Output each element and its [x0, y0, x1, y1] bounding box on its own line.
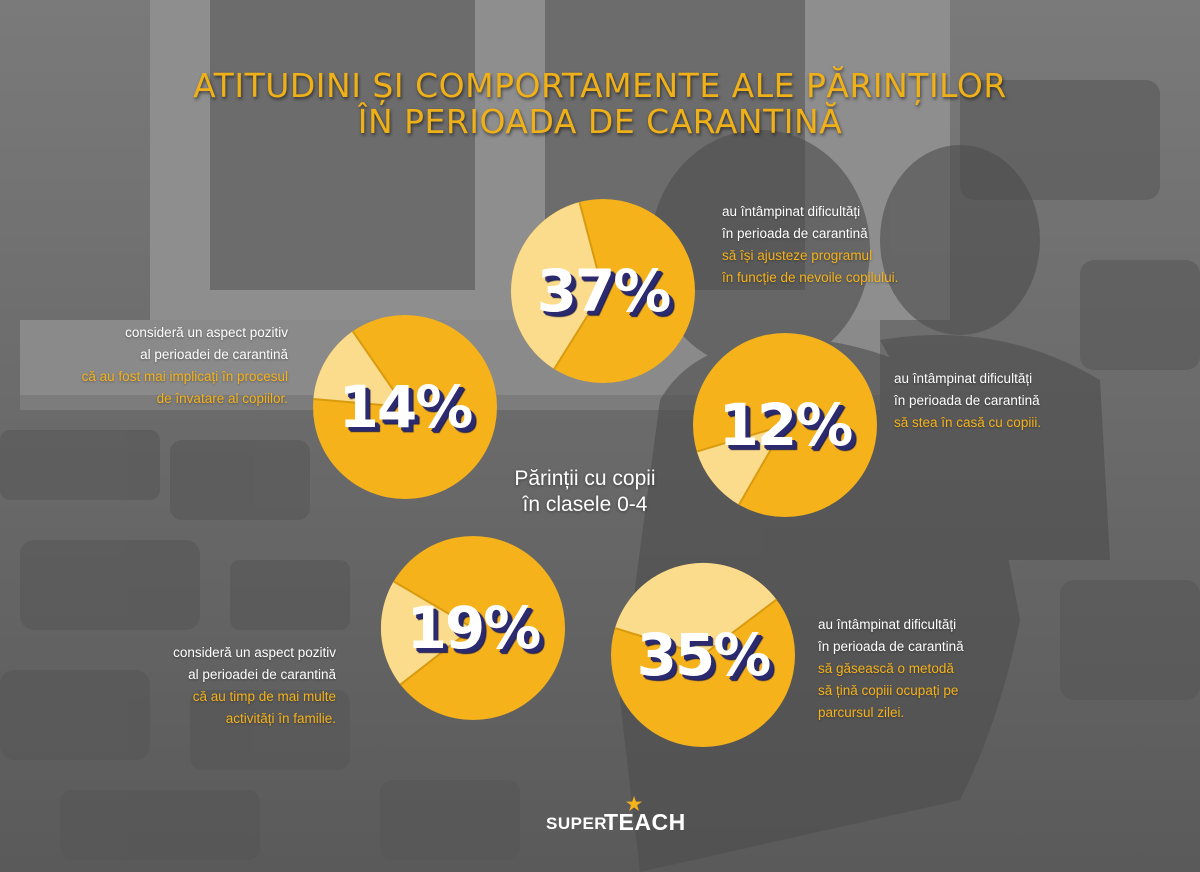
pie-chart-19 [380, 536, 565, 720]
blurb-line: au întâmpinat dificultăți [894, 371, 1033, 386]
blurb-line: în perioada de carantină [894, 393, 1040, 408]
stat-circle-35: 35% [608, 560, 798, 750]
pie-slice-12 [696, 425, 785, 505]
star-icon: ★ [626, 794, 643, 814]
pie-chart-12 [693, 333, 877, 517]
blurb-line: în perioada de carantină [722, 226, 868, 241]
superteach-logo: SUPER TEACH ★ [540, 794, 685, 840]
blurb-37: au întâmpinat dificultăți în perioada de… [722, 201, 898, 289]
center-label-line1: Părinții cu copii [514, 467, 656, 490]
blurb-line: în perioada de carantină [818, 639, 964, 654]
pie-slice-edge [553, 201, 605, 370]
stat-circle-37: 37% [508, 196, 698, 386]
percent-label: 14% [338, 373, 474, 441]
blurb-14: consideră un aspect pozitiv al perioadei… [40, 322, 288, 410]
blurb-highlight: să stea în casă cu copiii. [894, 415, 1042, 430]
pie-chart-37 [511, 199, 695, 383]
blurb-highlight: să găsească o metodă [818, 661, 954, 676]
blurb-line: au întâmpinat dificultăți [818, 617, 957, 632]
logo-word-super: SUPER [546, 814, 608, 833]
pie-slice-19 [380, 581, 473, 685]
stat-circle-12: 12% [690, 330, 880, 520]
pie-slice-edge [614, 598, 778, 657]
percent-label: 19% [406, 594, 542, 662]
blurb-highlight: să țină copiii ocupați pe [818, 683, 959, 698]
blurb-line: consideră un aspect pozitiv [125, 325, 288, 340]
pie-slice-35 [615, 562, 777, 655]
blurb-highlight: în funcție de nevoile copilului. [722, 270, 899, 285]
pie-slice-14 [313, 331, 405, 407]
blurb-highlight: parcursul zilei. [818, 705, 905, 720]
blurb-12: au întâmpinat dificultăți în perioada de… [894, 368, 1041, 434]
pie-slice-edge [393, 580, 475, 686]
percent-label: 12% [718, 391, 854, 459]
blurb-highlight: că au timp de mai multe [192, 689, 336, 704]
pie-chart-35 [611, 562, 795, 747]
center-label-line2: în clasele 0-4 [522, 493, 648, 516]
pie-chart-14 [313, 315, 497, 499]
blurb-highlight: să își ajusteze programul [722, 248, 873, 263]
pie-slice-edge [696, 423, 788, 506]
blurb-highlight: activități în familie. [225, 711, 336, 726]
blurb-19: consideră un aspect pozitiv al perioadei… [100, 642, 336, 730]
page-title-line2: ÎN PERIOADA DE CARANTINĂ [357, 102, 843, 141]
center-label: Părinții cu copii în clasele 0-4 [470, 466, 700, 518]
page-title-line1: ATITUDINI ȘI COMPORTAMENTE ALE PĂRINȚILO… [193, 66, 1007, 105]
logo-word-teach: TEACH [604, 809, 686, 835]
pie-slice-edge [313, 330, 408, 409]
stat-circle-19: 19% [378, 533, 568, 723]
blurb-line: al perioadei de carantină [188, 667, 336, 682]
blurb-highlight: de învatare al copiilor. [156, 391, 288, 406]
percent-label: 37% [536, 257, 672, 325]
blurb-35: au întâmpinat dificultăți în perioada de… [818, 614, 964, 724]
blurb-line: consideră un aspect pozitiv [173, 645, 336, 660]
blurb-line: au întâmpinat dificultăți [722, 204, 861, 219]
stat-circle-14: 14% [310, 312, 500, 502]
blurb-line: al perioadei de carantină [140, 347, 288, 362]
blurb-highlight: că au fost mai implicați în procesul [81, 369, 288, 384]
percent-label: 35% [636, 621, 772, 689]
